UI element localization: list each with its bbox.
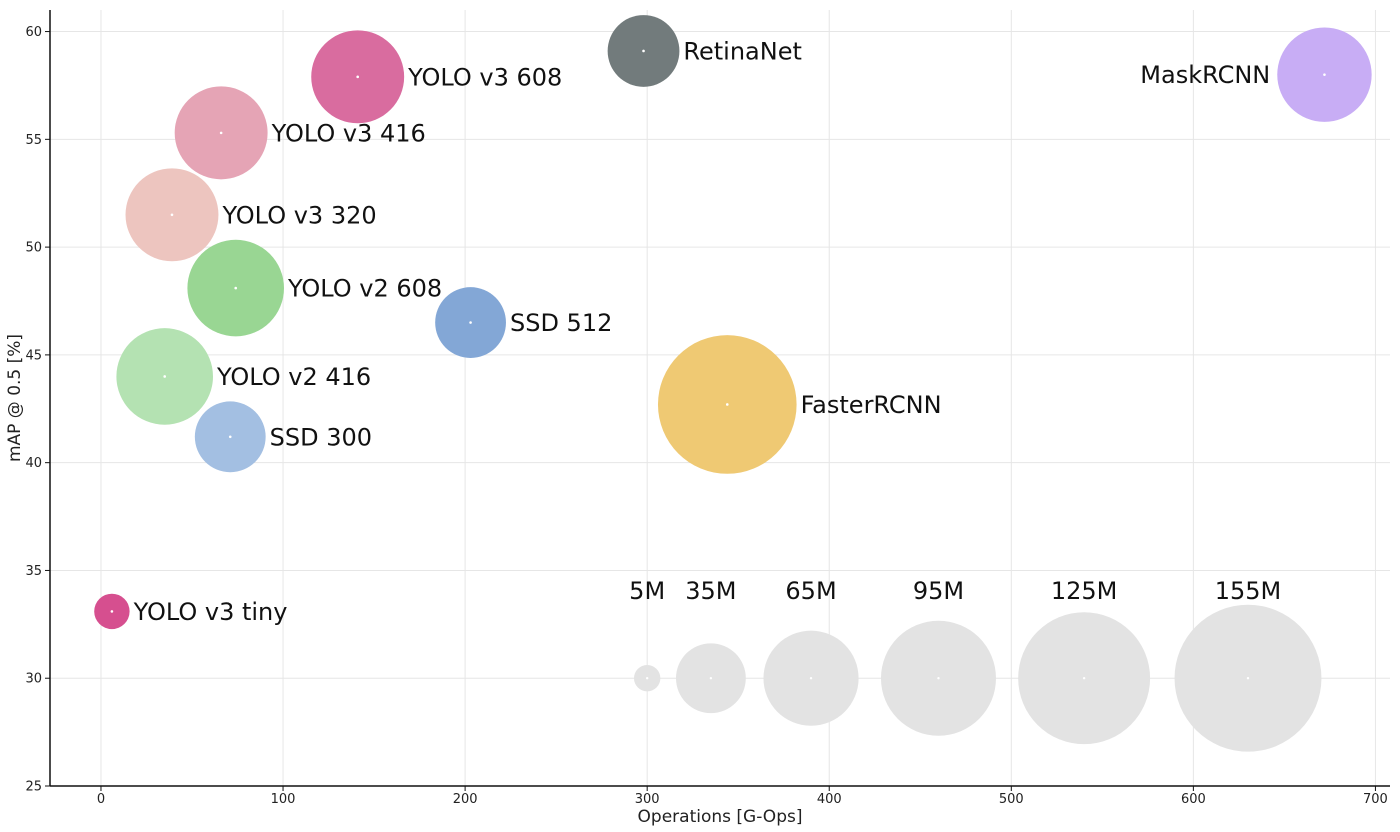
x-tick-label: 200 (453, 792, 478, 807)
y-tick-label: 50 (25, 241, 42, 256)
x-tick-label: 500 (999, 792, 1024, 807)
size-legend-center-dot (645, 677, 649, 680)
size-legend-label: 95M (913, 577, 964, 605)
size-legend-center-dot (1082, 677, 1086, 680)
x-axis-title: Operations [G-Ops] (638, 807, 803, 827)
x-tick-label: 100 (271, 792, 296, 807)
size-legend: 5M 35M 65M 95M 125M 155M (629, 577, 1322, 752)
y-tick-label: 40 (25, 456, 42, 471)
bubbles: YOLO v3 tiny SSD 300 YOLO v2 416 YOLO v2 60… (94, 15, 1372, 630)
bubble-label-maskrcnn: MaskRCNN (1140, 61, 1270, 89)
bubble-center-dot (219, 131, 223, 135)
bubble-label-ssd-512: SSD 512 (510, 309, 612, 337)
bubble-center-dot (234, 286, 238, 290)
y-tick-label: 35 (25, 564, 42, 579)
x-tick-label: 300 (635, 792, 660, 807)
bubble-label-ssd-300: SSD 300 (270, 423, 372, 451)
size-legend-label: 125M (1051, 577, 1118, 605)
bubble-center-dot (469, 321, 472, 324)
bubble-center-dot (228, 435, 232, 439)
bubble-label-yolo-v2-608: YOLO v2 608 (287, 275, 442, 303)
size-legend-center-dot (1246, 677, 1250, 680)
size-legend-center-dot (709, 677, 713, 680)
size-legend-label: 35M (685, 577, 736, 605)
y-tick-label: 55 (25, 133, 42, 148)
y-tick-label: 45 (25, 348, 42, 363)
bubble-label-retinanet: RetinaNet (683, 37, 802, 65)
bubble-center-dot (170, 213, 174, 217)
bubble-center-dot (110, 610, 114, 613)
bubble-center-dot (163, 375, 167, 378)
bubble-center-dot (356, 75, 359, 79)
x-tick-label: 0 (97, 792, 105, 807)
x-tick-label: 600 (1181, 792, 1206, 807)
x-tick-label: 700 (1363, 792, 1388, 807)
x-tick-label: 400 (817, 792, 842, 807)
bubble-label-yolo-v3-320: YOLO v3 320 (221, 201, 376, 229)
y-axis-title: mAP @ 0.5 [%] (5, 334, 25, 462)
y-tick-label: 60 (25, 25, 42, 40)
size-legend-center-dot (809, 677, 813, 680)
bubble-label-yolo-v2-416: YOLO v2 416 (216, 363, 371, 391)
bubble-label-fasterrcnn: FasterRCNN (801, 391, 942, 419)
bubble-center-dot (1323, 73, 1326, 76)
bubble-label-yolo-v3-608: YOLO v3 608 (407, 63, 562, 91)
size-legend-label: 155M (1215, 577, 1282, 605)
size-legend-center-dot (937, 677, 940, 680)
size-legend-label: 5M (629, 577, 665, 605)
bubble-center-dot (725, 403, 729, 406)
bubble-label-yolo-v3-tiny: YOLO v3 tiny (133, 598, 288, 626)
size-legend-label: 65M (785, 577, 836, 605)
tick-labels: 0 100 200 300 400 500 600 700 25 30 35 40 45 50 55 60 (25, 25, 1387, 807)
bubble-label-yolo-v3-416: YOLO v3 416 (271, 119, 426, 147)
y-tick-label: 25 (25, 780, 42, 795)
y-tick-label: 30 (25, 672, 42, 687)
bubble-center-dot (642, 49, 645, 53)
